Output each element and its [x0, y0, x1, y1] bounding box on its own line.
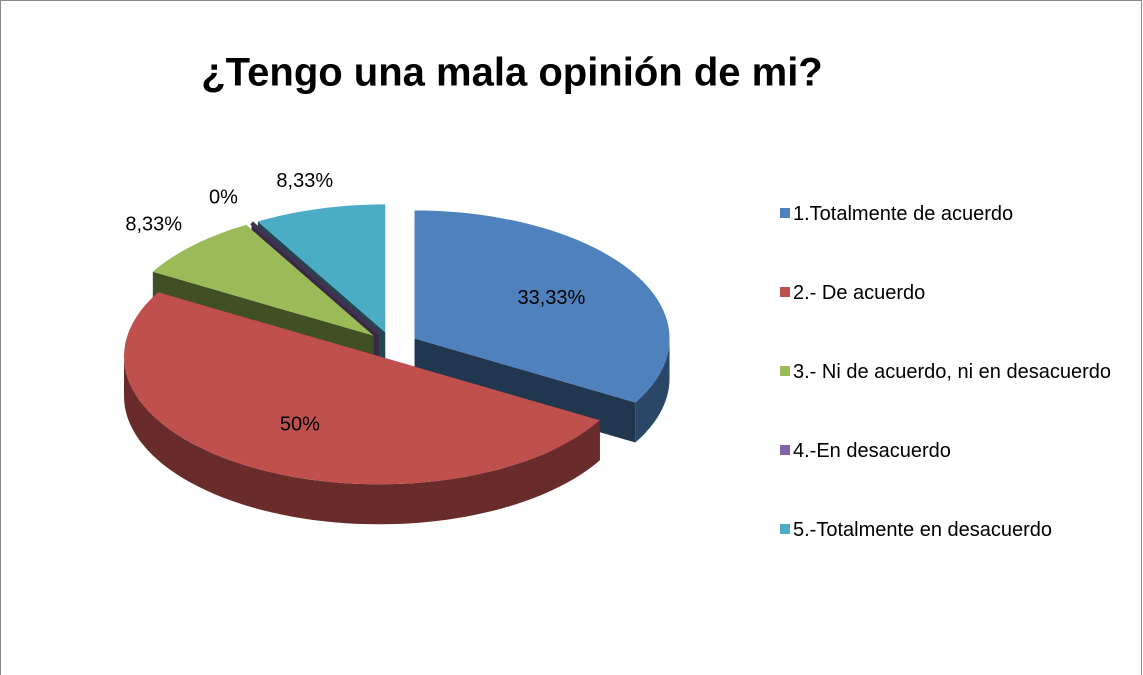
chart-title: ¿Tengo una mala opinión de mi? — [201, 51, 822, 95]
slice — [123, 292, 600, 485]
legend-item: 3.- Ni de acuerdo, ni en desacuerdo — [780, 356, 1130, 388]
slice — [414, 210, 670, 403]
legend-item: 4.-En desacuerdo — [780, 435, 1130, 467]
legend-label: 4.-En desacuerdo — [793, 440, 951, 462]
legend-label: 1.Totalmente de acuerdo — [793, 203, 1014, 225]
legend-swatch — [780, 524, 790, 534]
legend-label: 5.-Totalmente en desacuerdo — [793, 519, 1053, 541]
slice-side — [123, 356, 600, 525]
legend-swatch — [780, 208, 790, 218]
legend-item: 1.Totalmente de acuerdo — [780, 198, 1130, 230]
legend-swatch — [780, 287, 790, 297]
legend-item: 5.-Totalmente en desacuerdo — [780, 514, 1130, 546]
slice — [257, 204, 386, 333]
legend-swatch — [780, 445, 790, 455]
data-label: 8,33% — [125, 214, 182, 236]
legend-swatch — [780, 366, 790, 376]
legend: 1.Totalmente de acuerdo 2.- De acuerdo 3.-… — [780, 198, 1130, 593]
data-label: 33,33% — [518, 287, 586, 309]
legend-item: 2.- De acuerdo — [780, 277, 1130, 309]
data-label: 0% — [209, 187, 238, 209]
legend-label: 3.- Ni de acuerdo, ni en desacuerdo — [793, 361, 1111, 383]
data-label: 50% — [280, 413, 320, 435]
legend-label: 2.- De acuerdo — [793, 282, 926, 304]
slice — [152, 224, 374, 336]
slice-side — [635, 338, 670, 443]
data-label: 8,33% — [276, 170, 333, 192]
